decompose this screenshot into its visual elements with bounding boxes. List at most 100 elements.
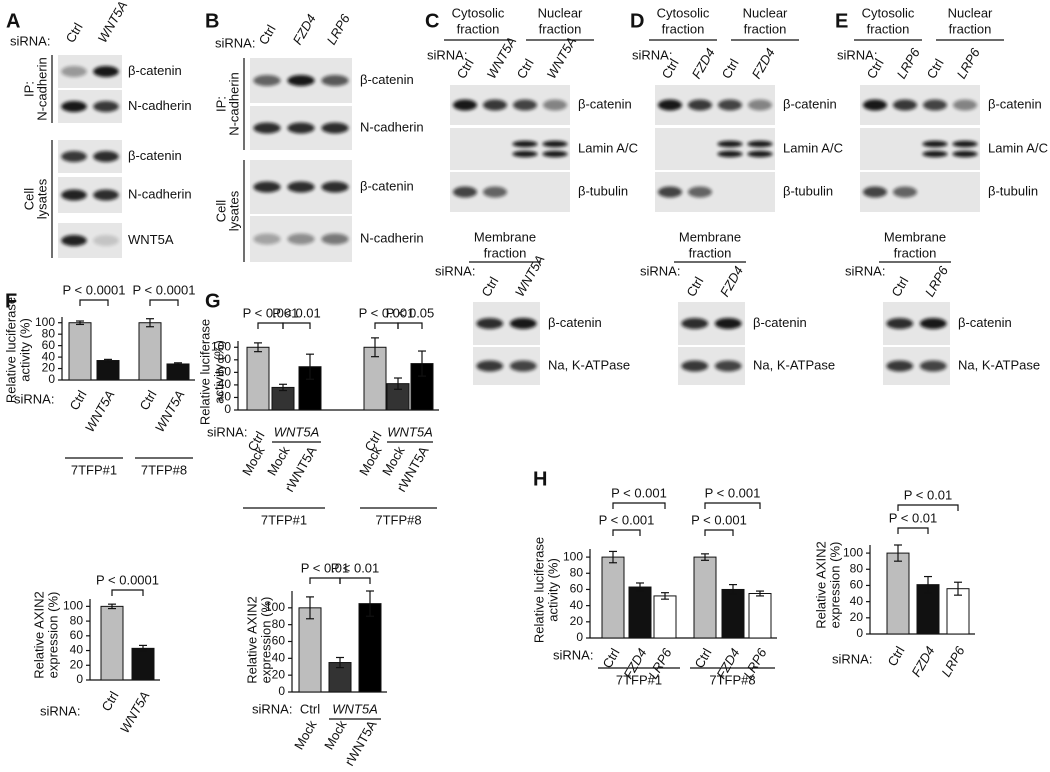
x-tick-label: Ctrl bbox=[66, 388, 89, 413]
band bbox=[542, 140, 568, 148]
sirna-label: siRNA: bbox=[252, 701, 292, 716]
x-tick-label: Ctrl bbox=[884, 644, 907, 669]
row-label: β-catenin bbox=[128, 63, 182, 78]
fraction-label: fraction bbox=[689, 245, 732, 260]
band bbox=[253, 181, 281, 193]
band bbox=[886, 360, 914, 372]
lane-label: LRP6 bbox=[894, 45, 924, 81]
lane-label: Ctrl bbox=[478, 274, 501, 299]
bar bbox=[653, 595, 677, 639]
band bbox=[93, 66, 119, 77]
x-tick-label: Ctrl bbox=[599, 646, 622, 671]
y-tick-label: 80 bbox=[850, 561, 864, 575]
x-tick-label: Ctrl bbox=[136, 388, 159, 413]
bar bbox=[886, 552, 910, 635]
lane-label: Ctrl bbox=[683, 274, 706, 299]
sirna-label: siRNA: bbox=[40, 703, 80, 718]
p-value: P < 0.01 bbox=[889, 510, 938, 525]
band bbox=[688, 99, 712, 111]
significance-bracket bbox=[339, 577, 371, 584]
x-tick-label: Mock bbox=[321, 717, 350, 752]
row-label: N-cadherin bbox=[128, 98, 192, 113]
y-axis-label: Relative luciferase bbox=[197, 319, 212, 425]
y-axis-label: activity (%) bbox=[545, 558, 560, 622]
x-tick-label: Ctrl bbox=[691, 646, 714, 671]
sirna-label: siRNA: bbox=[427, 47, 467, 62]
y-tick-label: 0 bbox=[76, 672, 83, 686]
panel-letter: A bbox=[6, 10, 20, 32]
lane-label: FZD4 bbox=[689, 46, 718, 82]
panel-letter: B bbox=[205, 10, 219, 32]
bar bbox=[68, 322, 92, 381]
y-tick-label: 100 bbox=[843, 545, 863, 559]
p-value: P < 0.0001 bbox=[132, 282, 195, 297]
band bbox=[893, 99, 917, 111]
y-tick-label: 60 bbox=[218, 365, 232, 379]
y-tick-label: 0 bbox=[576, 630, 583, 644]
band bbox=[321, 122, 349, 134]
significance-bracket bbox=[897, 527, 929, 534]
side-label: lysates bbox=[226, 190, 241, 231]
significance-bracket bbox=[149, 299, 179, 306]
band bbox=[886, 318, 914, 329]
band bbox=[747, 140, 773, 148]
band bbox=[321, 75, 349, 86]
band bbox=[61, 235, 87, 246]
sirna-label: siRNA: bbox=[10, 33, 50, 48]
band bbox=[93, 151, 119, 162]
bar bbox=[100, 605, 124, 681]
fraction-label: fraction bbox=[949, 21, 992, 36]
band bbox=[512, 150, 538, 158]
lane-label: FZD4 bbox=[717, 264, 746, 300]
band bbox=[688, 186, 712, 198]
band bbox=[863, 99, 887, 111]
p-value: P < 0.01 bbox=[272, 305, 321, 320]
fraction-label: fraction bbox=[894, 245, 937, 260]
lane-label: Ctrl bbox=[888, 274, 911, 299]
y-tick-label: 40 bbox=[70, 643, 84, 657]
row-label: β-catenin bbox=[988, 96, 1042, 111]
side-label: N-cadherin bbox=[226, 72, 241, 136]
row-label: β-catenin bbox=[578, 96, 632, 111]
row-label: β-catenin bbox=[128, 148, 182, 163]
row-label: Na, K-ATPase bbox=[548, 357, 630, 372]
row-label: β-catenin bbox=[360, 178, 414, 193]
band bbox=[919, 318, 947, 329]
y-tick-label: 0 bbox=[48, 372, 55, 386]
row-label: N-cadherin bbox=[360, 230, 424, 245]
row-label: Lamin A/C bbox=[988, 140, 1048, 155]
band bbox=[287, 122, 315, 134]
band bbox=[747, 150, 773, 158]
bar bbox=[721, 588, 745, 639]
group-label: 7TFP#8 bbox=[375, 512, 421, 527]
y-tick-label: 20 bbox=[272, 667, 286, 681]
bar bbox=[131, 647, 155, 681]
fraction-label: fraction bbox=[539, 21, 582, 36]
y-tick-label: 20 bbox=[850, 610, 864, 624]
y-tick-label: 100 bbox=[265, 600, 285, 614]
fraction-label: fraction bbox=[867, 21, 910, 36]
significance-bracket bbox=[704, 529, 734, 536]
y-axis-label: Relative AXIN2 bbox=[813, 541, 828, 628]
bar bbox=[628, 586, 652, 639]
significance-bracket bbox=[612, 502, 666, 509]
band bbox=[714, 360, 742, 372]
band bbox=[952, 150, 978, 158]
row-label: Lamin A/C bbox=[783, 140, 843, 155]
sirna-label: siRNA: bbox=[14, 391, 54, 406]
sirna-label: siRNA: bbox=[832, 651, 872, 666]
band bbox=[93, 189, 119, 201]
significance-bracket bbox=[897, 504, 959, 511]
fraction-label: fraction bbox=[662, 21, 705, 36]
group-label: 7TFP#8 bbox=[709, 672, 755, 687]
band bbox=[61, 189, 87, 201]
band bbox=[483, 186, 507, 198]
band bbox=[543, 99, 567, 111]
y-tick-label: 20 bbox=[42, 361, 56, 375]
band bbox=[61, 151, 87, 162]
y-tick-label: 60 bbox=[42, 338, 56, 352]
y-axis-label: expression (%) bbox=[827, 542, 842, 629]
band bbox=[287, 181, 315, 193]
